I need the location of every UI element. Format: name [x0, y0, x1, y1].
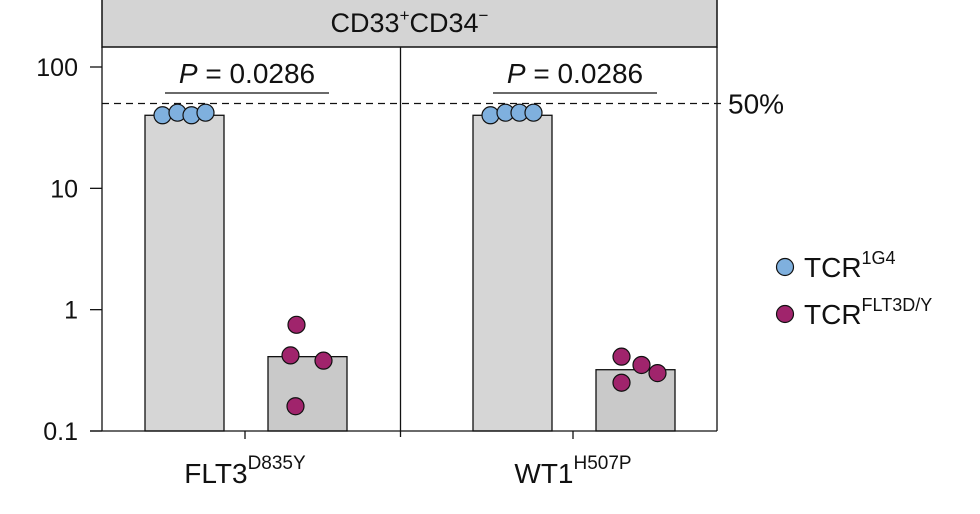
- data-point: [612, 373, 631, 392]
- data-point: [524, 103, 543, 122]
- bar: [472, 114, 553, 432]
- data-point: [632, 355, 651, 375]
- p-value-label: P = 0.0286: [179, 58, 315, 89]
- p-value-label: P = 0.0286: [507, 58, 643, 89]
- facet-header-label: CD33+CD34−: [331, 6, 489, 38]
- data-point: [648, 364, 667, 383]
- y-tick-label: 0.1: [43, 418, 78, 446]
- data-point: [153, 106, 172, 125]
- data-point: [314, 351, 333, 370]
- bar: [144, 114, 225, 432]
- legend-marker: [775, 257, 795, 277]
- threshold-label: 50%: [728, 89, 784, 120]
- data-point: [286, 397, 305, 416]
- facet-header: [101, 0, 718, 48]
- data-point: [481, 106, 500, 125]
- legend-marker: [775, 304, 795, 324]
- y-tick-label: 10: [50, 175, 78, 203]
- legend-label: TCR1G4: [804, 248, 896, 283]
- x-tick-label: FLT3D835Y: [184, 453, 306, 489]
- bar: [267, 355, 348, 432]
- y-tick-label: 1: [64, 297, 78, 325]
- legend-label: TCRFLT3D/Y: [804, 295, 932, 330]
- data-point: [287, 315, 306, 334]
- x-tick-label: WT1H507P: [514, 453, 631, 489]
- y-tick-label: 100: [36, 54, 78, 82]
- data-point: [612, 347, 631, 366]
- data-point: [196, 103, 215, 122]
- data-point: [281, 346, 300, 365]
